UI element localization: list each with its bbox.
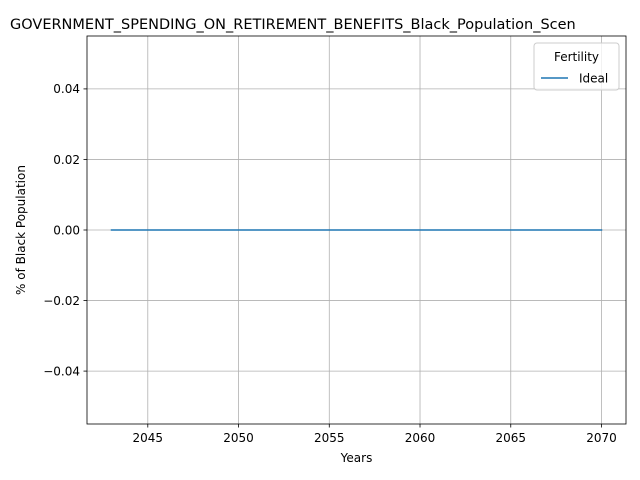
x-tick-label: 2055 (314, 431, 345, 445)
legend-title: Fertility (554, 50, 599, 64)
x-axis-ticks: 2045 2050 2055 2060 2065 2070 (133, 424, 617, 445)
x-tick-label: 2050 (223, 431, 254, 445)
legend: Fertility Ideal (533, 42, 620, 91)
x-tick-label: 2045 (133, 431, 164, 445)
y-tick-label: 0.00 (53, 223, 80, 237)
legend-entries: Ideal (541, 71, 608, 85)
y-tick-label: 0.04 (53, 82, 80, 96)
x-tick-label: 2060 (405, 431, 436, 445)
chart-title: GOVERNMENT_SPENDING_ON_RETIREMENT_BENEFI… (10, 17, 576, 33)
y-tick-label: −0.04 (43, 364, 80, 378)
x-tick-label: 2065 (495, 431, 526, 445)
y-tick-label: −0.02 (43, 294, 80, 308)
legend-label: Ideal (579, 71, 608, 85)
y-tick-label: 0.02 (53, 153, 80, 167)
y-axis-ticks: −0.04 −0.02 0.00 0.02 0.04 (43, 82, 87, 378)
x-axis-label: Years (340, 451, 373, 465)
y-axis-label: % of Black Population (14, 165, 28, 295)
x-tick-label: 2070 (586, 431, 617, 445)
